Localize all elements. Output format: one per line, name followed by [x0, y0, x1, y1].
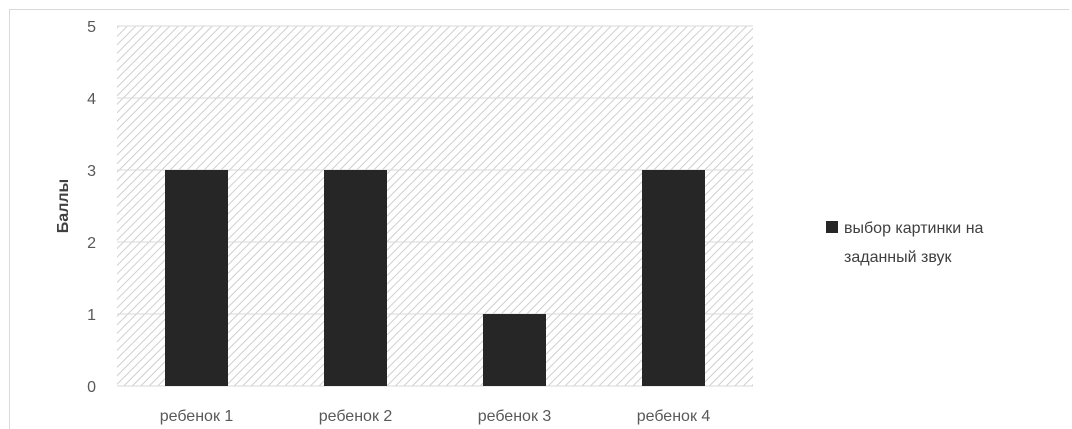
bar-4 [642, 170, 705, 386]
y-tick-label: 3 [87, 163, 96, 180]
x-tick-label: ребенок 3 [478, 408, 552, 425]
bar-1 [165, 170, 228, 386]
y-tick-label: 2 [87, 235, 96, 252]
x-tick-label: ребенок 2 [319, 408, 393, 425]
chart-frame [9, 9, 1069, 429]
y-tick-label: 4 [87, 91, 96, 108]
y-tick-label: 0 [87, 379, 96, 396]
bar-2 [324, 170, 387, 386]
legend-label-line2: заданный звук [844, 249, 953, 266]
y-axis-label: Баллы [55, 179, 72, 233]
legend-label-line1: выбор картинки на [844, 220, 984, 237]
y-tick-label: 1 [87, 307, 96, 324]
x-axis-ticks: ребенок 1 ребенок 2 ребенок 3 ребенок 4 [160, 408, 711, 425]
y-tick-label: 5 [87, 19, 96, 36]
x-tick-label: ребенок 1 [160, 408, 234, 425]
legend-swatch [826, 221, 838, 233]
bars-group [165, 170, 705, 386]
x-tick-label: ребенок 4 [637, 408, 711, 425]
y-axis-ticks: 0 1 2 3 4 5 [87, 19, 96, 396]
bar-3 [483, 314, 546, 386]
legend: выбор картинки на заданный звук [826, 220, 984, 266]
